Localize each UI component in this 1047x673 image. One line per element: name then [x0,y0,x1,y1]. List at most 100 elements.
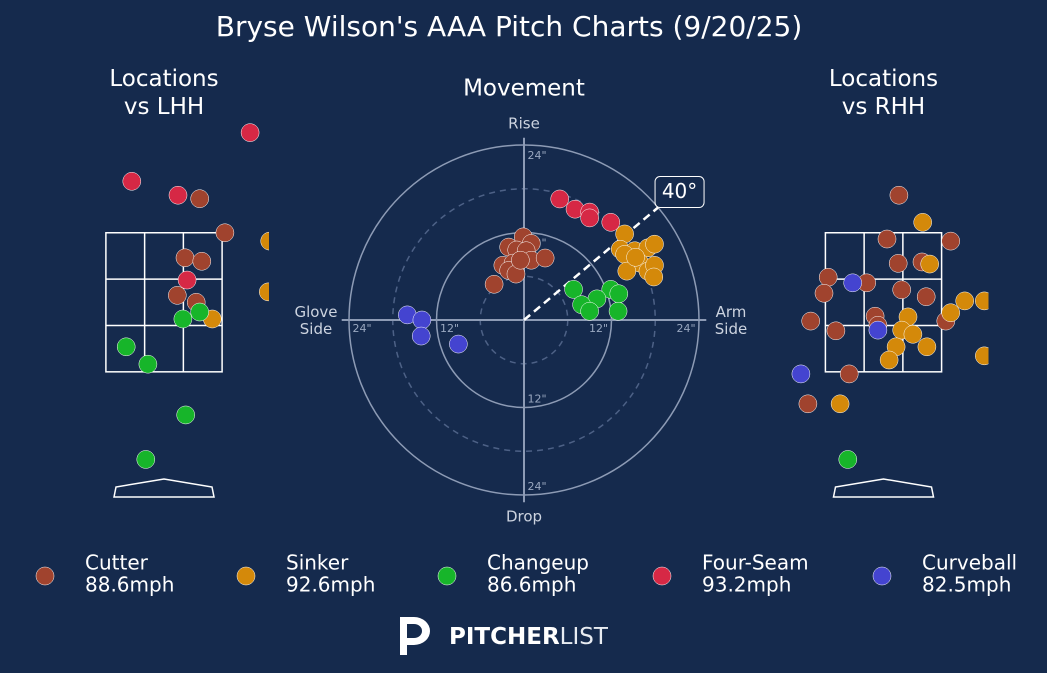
pitch-point [917,337,937,357]
pitch-point [920,254,939,274]
panel-title-line: Locations [109,66,218,92]
pitch-point [903,325,923,344]
pitch-point [136,450,156,469]
pitch-point [941,303,960,322]
pitch-point [176,405,195,425]
pitch-point [913,213,932,232]
pitch-point [814,284,834,303]
panel-title: Movement [463,76,585,102]
panel-title: Locations vs LHH [109,66,218,120]
pitch-point [955,291,974,311]
pitch-point [830,394,850,414]
panel-title-line: vs LHH [124,94,204,120]
pitch-point [838,450,858,469]
axis-label: Rise [508,115,540,133]
ring-label: 12" [440,322,459,335]
legend-name: Four-Seam [702,551,809,575]
legend-marker [236,566,256,586]
pitch-point [601,213,621,232]
brand-bold: PITCHER [449,624,560,650]
pitch-point [879,350,899,370]
arm-angle-label: 40° [662,179,697,203]
axis-label: Glove Side [294,303,337,338]
pitch-point [889,185,909,205]
arm-angle-line [523,206,659,321]
pitch-point [801,311,820,331]
panel-title-line: Locations [829,66,938,92]
pitch-point [412,310,432,330]
pitch-point [190,302,209,322]
brand-icon [400,617,430,655]
pitch-point [791,364,811,384]
pitch-point [190,189,209,208]
home-plate [113,478,215,498]
pitch-point [240,123,260,142]
pitch-point [484,275,504,294]
pitch-point [215,223,235,243]
pitch-point [138,354,158,374]
legend-marker [652,566,672,586]
pitch-point [798,394,818,414]
pitch-point [644,267,664,287]
strike-zone [105,232,223,373]
pitch-point [449,334,468,354]
axis-label-line: Side [300,320,332,338]
legend-marker [437,566,457,586]
ring-label: 12" [527,393,546,406]
ring-label: 24" [527,480,546,493]
pitch-point [260,231,269,251]
legend-speed: 82.5mph [922,573,1011,597]
location-panel: Locations vs LHH [105,66,269,498]
pitch-point [122,172,142,191]
pitch-point [168,286,187,305]
pitch-point [535,248,555,268]
pitch-point [511,250,530,270]
axis-label: Drop [506,508,542,526]
pitch-point [192,252,212,271]
brand-text: PITCHERLIST [449,624,609,650]
pitch-point [259,282,269,302]
chart-title: Bryse Wilson's AAA Pitch Charts (9/20/25… [216,10,803,43]
legend-speed: 93.2mph [702,573,791,597]
pitch-point [175,248,195,268]
pitch-point [839,364,859,384]
ring-label: 24" [352,322,371,335]
legend-name: Cutter [85,551,149,575]
pitch-point [892,280,911,300]
pitch-point [826,321,846,341]
pitch-point [626,248,645,267]
movement-panel: Movement12"12"12"12"24"24"24"24"RiseDrop… [294,76,747,526]
pitch-point [868,320,888,340]
pitch-point [580,208,599,228]
pitch-point [975,291,989,311]
pitch-point [609,284,629,303]
panel-title-line: vs RHH [842,94,925,120]
legend-speed: 88.6mph [85,573,174,597]
legend-name: Curveball [922,551,1017,575]
pitch-point [818,268,838,287]
points [791,185,989,469]
pitch-point [843,273,862,293]
home-plate [832,478,935,498]
pitch-point [608,302,628,321]
legend-speed: 86.6mph [487,573,576,597]
pitch-point [916,287,936,306]
pitch-point [617,261,637,281]
arm-angle-box [654,176,705,209]
pitch-point [116,337,136,357]
axis-label-line: Glove [294,303,337,321]
pitch-point [941,231,960,251]
pitch-point [645,234,664,254]
pitch-point [550,189,569,209]
brand-light: LIST [560,624,609,650]
pitch-point [411,326,431,346]
legend-speed: 92.6mph [286,573,375,597]
axis-label-line: Side [715,320,747,338]
ring-label: 24" [527,149,546,162]
legend-name: Changeup [487,551,589,575]
pitch-point [877,229,897,249]
